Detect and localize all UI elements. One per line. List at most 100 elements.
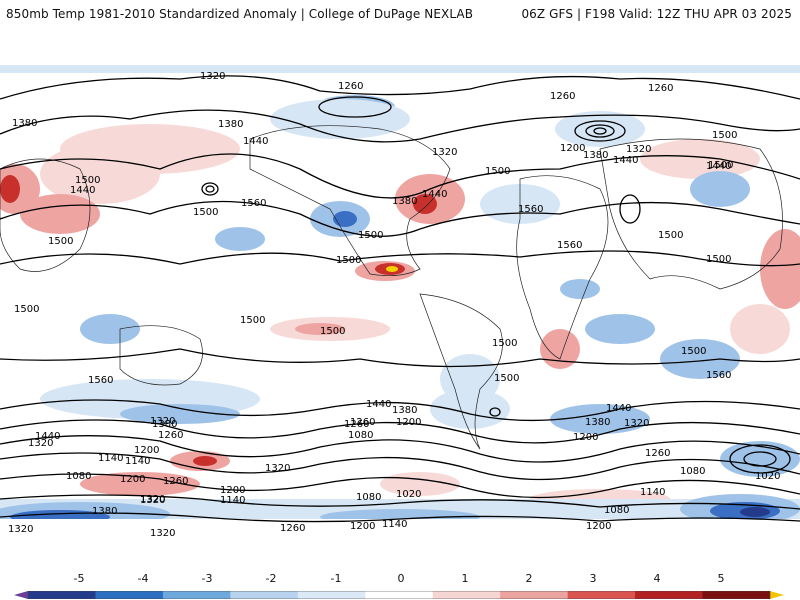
colorbar-tick: -1 bbox=[330, 572, 342, 585]
colorbar-segment bbox=[162, 591, 231, 599]
contour-label: 1320 bbox=[150, 416, 175, 427]
contour-label: 1080 bbox=[604, 505, 629, 516]
contour-label: 1560 bbox=[557, 240, 582, 251]
colorbar-segment bbox=[702, 591, 771, 599]
contour-label: 1320 bbox=[140, 494, 165, 505]
contour-label: 1500 bbox=[492, 338, 517, 349]
contour-labels: 1320 1260 1260 1260 1380 1380 1320 1380 … bbox=[8, 71, 780, 539]
colorbar-tick: 1 bbox=[461, 572, 469, 585]
contour-label: 1140 bbox=[98, 453, 123, 464]
contour-label: 1560 bbox=[706, 370, 731, 381]
map-title: 850mb Temp 1981-2010 Standardized Anomal… bbox=[6, 7, 474, 21]
contour-label: 1440 bbox=[613, 155, 638, 166]
contour-label: 1500 bbox=[320, 326, 345, 337]
contour-label: 1440 bbox=[70, 185, 95, 196]
contour-label: 1320 bbox=[140, 495, 165, 506]
contour-label: 1260 bbox=[344, 419, 369, 430]
colorbar-tick: 5 bbox=[717, 572, 725, 585]
contour-label: 1380 bbox=[152, 419, 177, 430]
contour-label: 1200 bbox=[134, 445, 159, 456]
contour-label: 1200 bbox=[350, 521, 375, 532]
contour-label: 1260 bbox=[163, 476, 188, 487]
contour-label: 1320 bbox=[150, 528, 175, 539]
contour-label: 1080 bbox=[680, 466, 705, 477]
contour-label: 1260 bbox=[338, 81, 363, 92]
contour-label: 1380 bbox=[585, 417, 610, 428]
colorbar-segment bbox=[230, 591, 299, 599]
colorbar-tick: -4 bbox=[137, 572, 149, 585]
contour-label: 1260 bbox=[645, 448, 670, 459]
contour-label: 1020 bbox=[396, 489, 421, 500]
contour-label: 1500 bbox=[193, 207, 218, 218]
colorbar-tick: 0 bbox=[397, 572, 405, 585]
contour-label: 1500 bbox=[336, 255, 361, 266]
colorbar-segment bbox=[635, 591, 704, 599]
colorbar-segment bbox=[365, 591, 434, 599]
colorbar-segment bbox=[28, 591, 96, 599]
contour-label: 1380 bbox=[12, 118, 37, 129]
colorbar-tick: 3 bbox=[589, 572, 597, 585]
contour-label: 1140 bbox=[125, 456, 150, 467]
contour-label: 1020 bbox=[755, 471, 780, 482]
contour-label: 1380 bbox=[392, 196, 417, 207]
contour-label: 1200 bbox=[396, 417, 421, 428]
contour-label: 1560 bbox=[88, 375, 113, 386]
contour-label: 1500 bbox=[706, 254, 731, 265]
contour-label: 1500 bbox=[658, 230, 683, 241]
contour-label: 1560 bbox=[518, 204, 543, 215]
colorbar-tick: -5 bbox=[73, 572, 85, 585]
colorbar-segment bbox=[500, 591, 569, 599]
contour-label: 1500 bbox=[712, 130, 737, 141]
contour-label: 1440 bbox=[706, 161, 731, 172]
contour-label: 1500 bbox=[494, 373, 519, 384]
contour-label: 1140 bbox=[220, 495, 245, 506]
colorbar-segment bbox=[95, 591, 164, 599]
colorbar-segment bbox=[297, 591, 366, 599]
colorbar-tick: -2 bbox=[265, 572, 277, 585]
contour-label: 1440 bbox=[243, 136, 268, 147]
contour-label: 1320 bbox=[626, 144, 651, 155]
contour-label: 1440 bbox=[606, 403, 631, 414]
contour-label: 1200 bbox=[586, 521, 611, 532]
contour-label: 1200 bbox=[560, 143, 585, 154]
contour-label: 1380 bbox=[583, 150, 608, 161]
contour-label: 1080 bbox=[66, 471, 91, 482]
contour-label: 1200 bbox=[220, 485, 245, 496]
contour-label: 1440 bbox=[422, 189, 447, 200]
contour-label: 1260 bbox=[550, 91, 575, 102]
contour-label: 1380 bbox=[392, 405, 417, 416]
contour-label: 1380 bbox=[92, 506, 117, 517]
contour-label: 1440 bbox=[366, 399, 391, 410]
colorbar-labels: -5 -4 -3 -2 -1 0 1 2 3 4 5 bbox=[0, 572, 800, 588]
contour-label: 1500 bbox=[14, 304, 39, 315]
colorbar-right-arrow bbox=[770, 591, 784, 599]
model-run-info: 06Z GFS | F198 Valid: 12Z THU APR 03 202… bbox=[521, 7, 792, 21]
contour-label: 1500 bbox=[48, 236, 73, 247]
contour-label: 1260 bbox=[280, 523, 305, 534]
contour-label: 1080 bbox=[348, 430, 373, 441]
contour-label: 1500 bbox=[358, 230, 383, 241]
contour-label: 1500 bbox=[485, 166, 510, 177]
contour-label: 1500 bbox=[240, 315, 265, 326]
contour-label: 1260 bbox=[158, 430, 183, 441]
colorbar-tick: 2 bbox=[525, 572, 533, 585]
contour-label: 1200 bbox=[120, 474, 145, 485]
contour-label: 1320 bbox=[432, 147, 457, 158]
contour-label: 1380 bbox=[218, 119, 243, 130]
coastlines bbox=[0, 125, 783, 450]
colorbar-left-arrow bbox=[14, 591, 28, 599]
height-contours bbox=[0, 75, 800, 523]
contour-label: 1320 bbox=[265, 463, 290, 474]
contour-label: 1320 bbox=[8, 524, 33, 535]
contour-label: 1260 bbox=[350, 417, 375, 428]
colorbar-segment bbox=[432, 591, 501, 599]
contour-label: 1320 bbox=[624, 418, 649, 429]
contour-label: 1320 bbox=[28, 438, 53, 449]
anomaly-map: 1320 1260 1260 1260 1380 1380 1320 1380 … bbox=[0, 29, 800, 560]
colorbar-tick: 4 bbox=[653, 572, 661, 585]
contour-label: 1200 bbox=[573, 432, 598, 443]
contour-label: 1320 bbox=[200, 71, 225, 82]
contour-label: 1500 bbox=[708, 160, 733, 171]
contour-label: 1500 bbox=[75, 175, 100, 186]
colorbar-outline bbox=[27, 591, 771, 599]
